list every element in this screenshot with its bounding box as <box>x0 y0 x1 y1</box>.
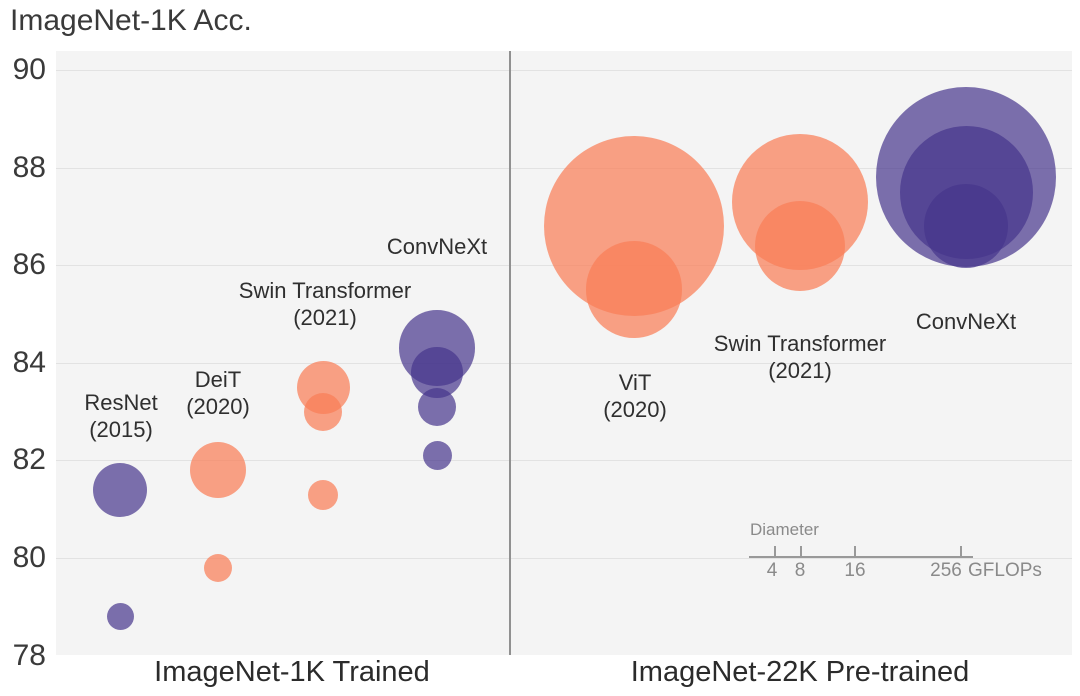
panel-divider <box>509 51 511 655</box>
gridline-90 <box>56 70 1072 71</box>
gridline-80 <box>56 558 1072 559</box>
legend-tick-label-8: 8 <box>794 560 806 581</box>
bubble-convnext-imagenet-22k-pre-trained-2 <box>924 184 1008 269</box>
y-tick-label-84: 84 <box>12 345 46 379</box>
bubble-convnext-imagenet-1k-trained-3 <box>422 441 452 471</box>
chart-title: ImageNet-1K Acc. <box>10 4 252 37</box>
gridline-82 <box>56 460 1072 462</box>
model-label-vit-imagenet-22k-pre-trained: ViT (2020) <box>603 370 667 422</box>
bubble-swin-transformer-imagenet-1k-trained-1 <box>304 392 342 431</box>
model-label-deit-imagenet-1k-trained: DeiT (2020) <box>186 367 250 419</box>
legend-tick-4 <box>774 546 776 557</box>
model-label-swin-transformer-imagenet-1k-trained: Swin Transformer (2021) <box>238 278 412 330</box>
legend-unit-label: GFLOPs <box>968 560 1042 581</box>
bubble-swin-transformer-imagenet-22k-pre-trained-1 <box>755 200 845 291</box>
bubble-vit-imagenet-22k-pre-trained-1 <box>585 241 683 338</box>
plot-area: ResNet (2015) DeiT (2020) Swin Transformer (2… <box>56 51 1072 655</box>
model-label-resnet-imagenet-1k-trained: ResNet (2015) <box>84 390 158 442</box>
panel-label-left: ImageNet-1K Trained <box>154 656 430 688</box>
model-label-swin-transformer-imagenet-22k-pre-trained: Swin Transformer (2021) <box>713 331 887 383</box>
model-label-convnext-imagenet-22k-pre-trained: ConvNeXt <box>915 309 1017 334</box>
legend-tick-label-256: 256 <box>930 560 962 581</box>
legend-title: Diameter <box>750 520 819 539</box>
bubble-swin-transformer-imagenet-1k-trained-2 <box>308 479 338 510</box>
bubble-resnet-imagenet-1k-trained-1 <box>106 603 134 631</box>
legend-tick-8 <box>800 546 802 557</box>
gridline-84 <box>56 362 1072 364</box>
y-tick-label-82: 82 <box>12 443 46 477</box>
legend-tick-16 <box>854 546 856 557</box>
legend-axis-line <box>749 556 973 558</box>
panel-label-right: ImageNet-22K Pre-trained <box>630 656 970 688</box>
y-tick-label-90: 90 <box>12 53 46 86</box>
bubble-resnet-imagenet-1k-trained-0 <box>93 462 147 517</box>
bubble-deit-imagenet-1k-trained-0 <box>190 442 246 499</box>
model-label-convnext-imagenet-1k-trained: ConvNeXt <box>386 234 488 259</box>
legend-tick-label-16: 16 <box>844 560 866 581</box>
y-tick-label-86: 86 <box>12 248 46 282</box>
y-tick-label-88: 88 <box>12 150 46 184</box>
y-tick-label-80: 80 <box>12 541 46 574</box>
legend-tick-256 <box>960 546 962 557</box>
y-tick-label-78: 78 <box>12 638 46 672</box>
bubble-convnext-imagenet-1k-trained-2 <box>418 387 456 426</box>
bubble-deit-imagenet-1k-trained-1 <box>204 553 232 582</box>
legend-tick-label-4: 4 <box>766 560 778 581</box>
